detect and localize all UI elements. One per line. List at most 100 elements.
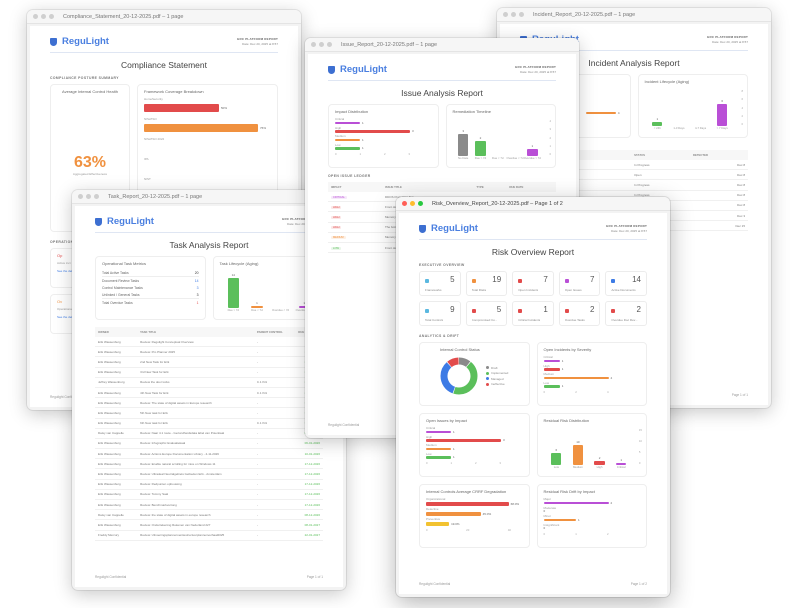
bar-label: Detective (426, 507, 439, 511)
metric-row: Unlinked / General Tasks 3 (102, 291, 199, 298)
donut-chart (440, 357, 478, 395)
bar (335, 147, 360, 150)
tick-label: 10 (638, 439, 642, 443)
bar-label: IPA (144, 157, 149, 161)
kpi-label: Active Documents (611, 288, 636, 292)
detail-link[interactable]: See the detail (57, 269, 76, 273)
close-button[interactable] (78, 194, 83, 199)
kpi-card: 2 Overdue Doc Rev... (605, 301, 647, 326)
kpi-value: 5 (496, 305, 502, 314)
table-cell: - (253, 479, 296, 490)
impact-badge: CRITICAL (331, 195, 347, 199)
table-cell: Dec 8 (689, 160, 748, 171)
close-button[interactable] (503, 12, 508, 17)
bar-label: Moderate (543, 505, 557, 510)
metric-icon (611, 309, 616, 313)
minimize-button[interactable] (410, 201, 415, 206)
tick-label: 2 (575, 390, 577, 394)
table-cell: Erik Wassenburg (95, 489, 138, 501)
bar (551, 453, 562, 465)
close-button[interactable] (311, 42, 316, 47)
bar-value: 1 (578, 517, 580, 522)
title-bar[interactable]: Compliance_Statement_20-12-2025.pdf – 1 … (27, 10, 301, 24)
zoom-button[interactable] (49, 14, 54, 19)
bar-value: 1 (303, 301, 305, 305)
bar-column: 6 > 7 Days (714, 89, 731, 130)
table-cell: - (253, 397, 296, 409)
bar (543, 518, 576, 521)
title-bar[interactable]: Task_Report_20-12-2025.pdf – 1 page (72, 190, 346, 204)
close-button[interactable] (33, 14, 38, 19)
brand-logo: ReguLight (50, 36, 109, 47)
zoom-button[interactable] (418, 201, 423, 206)
title-bar[interactable]: Risk_Overview_Report_20-12-2025.pdf – Pa… (396, 197, 670, 211)
bar (615, 463, 627, 465)
bar-label: < 24h (653, 126, 661, 130)
table-row: Freddy Mercury Review: Uitvoeringsplannen… (95, 530, 323, 541)
tick-label: 3 (549, 127, 551, 132)
minimize-button[interactable] (319, 42, 324, 47)
bar-row: 0 (544, 526, 641, 530)
section-heading: OPERATIONAL (50, 240, 79, 244)
detail-link[interactable]: See the detail (57, 315, 76, 319)
bar-row: 45.0% (426, 511, 523, 516)
window-title: Issue_Report_20-12-2025.pdf – 1 page (341, 41, 438, 48)
bar-value: 2 (598, 456, 601, 461)
window-title: Task_Report_20-12-2025.pdf – 1 page (108, 193, 203, 200)
close-button[interactable] (402, 201, 407, 206)
control-status-panel: Internal Control Status Draft Implemented M… (419, 342, 530, 406)
bar (335, 121, 360, 124)
donut-slice (440, 357, 478, 395)
bar-label: Critical (426, 426, 436, 430)
kpi-label: Total Risks (471, 288, 487, 292)
zoom-button[interactable] (327, 42, 332, 47)
shield-icon (419, 224, 426, 233)
zoom-button[interactable] (519, 12, 524, 17)
table-cell: 6th New task for Erik (137, 418, 254, 429)
table-row: Daisy van Cappelle Review: Naar 4.1 route… (95, 428, 323, 439)
task-window[interactable]: Task_Report_20-12-2025.pdf – 1 page Regu… (72, 190, 346, 590)
bar-column: 2 High (591, 428, 608, 469)
table-cell: - (253, 356, 296, 368)
brand-name: ReguLight (431, 223, 478, 234)
bar-label: Low (543, 380, 550, 385)
zoom-button[interactable] (94, 194, 99, 199)
bar-label: High (543, 363, 550, 368)
donut-slice (440, 357, 478, 395)
footer-left: Regulight Confidential (50, 395, 82, 399)
bar-column: 3 No Date (455, 119, 472, 160)
bar (543, 376, 609, 379)
title-bar[interactable]: Incident_Report_20-12-2025.pdf – 1 page (497, 8, 771, 22)
risk-window[interactable]: Risk_Overview_Report_20-12-2025.pdf – Pa… (396, 197, 670, 597)
kpi-label: Critical Incidents (518, 318, 541, 322)
kpi-value: 7 (589, 275, 595, 284)
bar-label: HomeSecurity (144, 97, 163, 101)
table-row: Erik Wassenburg Review: Ondertekening Rek… (95, 519, 323, 531)
report-kind: GRC PLATFORM REPORT (514, 65, 556, 70)
bar (594, 461, 605, 465)
bar (426, 521, 450, 526)
footer-right: Page 1 of 1 (731, 393, 748, 397)
bar-row: 1 (426, 447, 523, 451)
bar-label: Due > 7d (474, 156, 487, 160)
column-header: PARENT CONTROL (253, 327, 296, 337)
impact-badge: HIGH (331, 215, 342, 219)
table-cell: 17-12-2026 (295, 468, 323, 480)
minimize-button[interactable] (511, 12, 516, 17)
table-cell: 5th New task for Erik (137, 407, 254, 419)
bar-label: 4-7 Days (694, 126, 707, 130)
kpi-label: Compromised Co... (471, 318, 498, 322)
table-row: Erik Wassenburg Review: Tommy Saal -17-12-… (95, 489, 323, 501)
bar-label: NIS2/ISO 2022 (144, 137, 165, 141)
metric-icon (564, 279, 569, 283)
title-bar[interactable]: Issue_Report_20-12-2025.pdf – 1 page (305, 38, 579, 52)
bar-label: Due < 7d (492, 156, 504, 160)
metric-label: Unlinked / General Tasks (102, 292, 140, 297)
minimize-button[interactable] (86, 194, 91, 199)
tick-label: 5 (638, 450, 641, 454)
minimize-button[interactable] (41, 14, 46, 19)
brand-logo: ReguLight (95, 216, 154, 227)
